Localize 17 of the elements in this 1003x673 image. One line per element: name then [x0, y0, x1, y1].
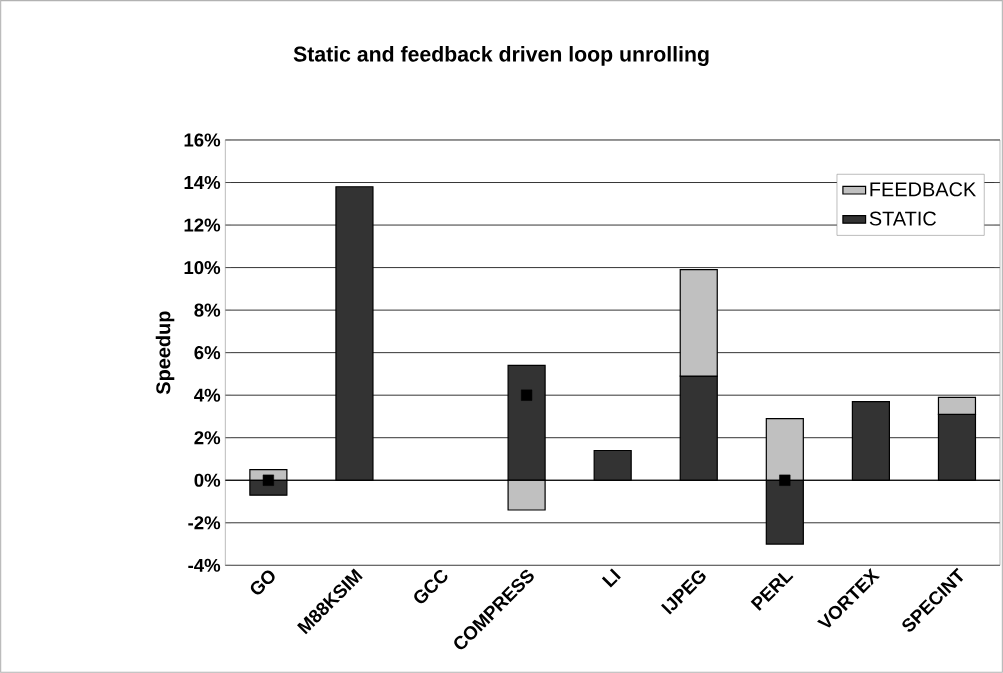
y-tick-label: 14% — [184, 175, 221, 190]
legend-label: STATIC — [869, 211, 936, 226]
legend-label: FEEDBACK — [870, 182, 977, 197]
chart-title: Static and feedback driven loop unrolling — [293, 46, 709, 66]
y-tick-label: -2% — [188, 516, 221, 530]
y-tick-label: 12% — [184, 218, 221, 232]
y-tick-label: 10% — [184, 260, 221, 275]
x-tick-label: LI — [601, 568, 621, 588]
y-axis-title: Speedup — [155, 311, 175, 395]
x-tick-label: GO — [250, 570, 275, 595]
y-tick-label: 8% — [194, 303, 221, 317]
y-tick-label: 16% — [184, 133, 221, 147]
y-tick-label: 2% — [194, 431, 221, 445]
y-tick-label: -4% — [188, 558, 221, 572]
y-tick-label: 4% — [194, 388, 221, 402]
y-tick-label: 0% — [194, 473, 221, 487]
y-tick-label: 6% — [194, 346, 221, 360]
